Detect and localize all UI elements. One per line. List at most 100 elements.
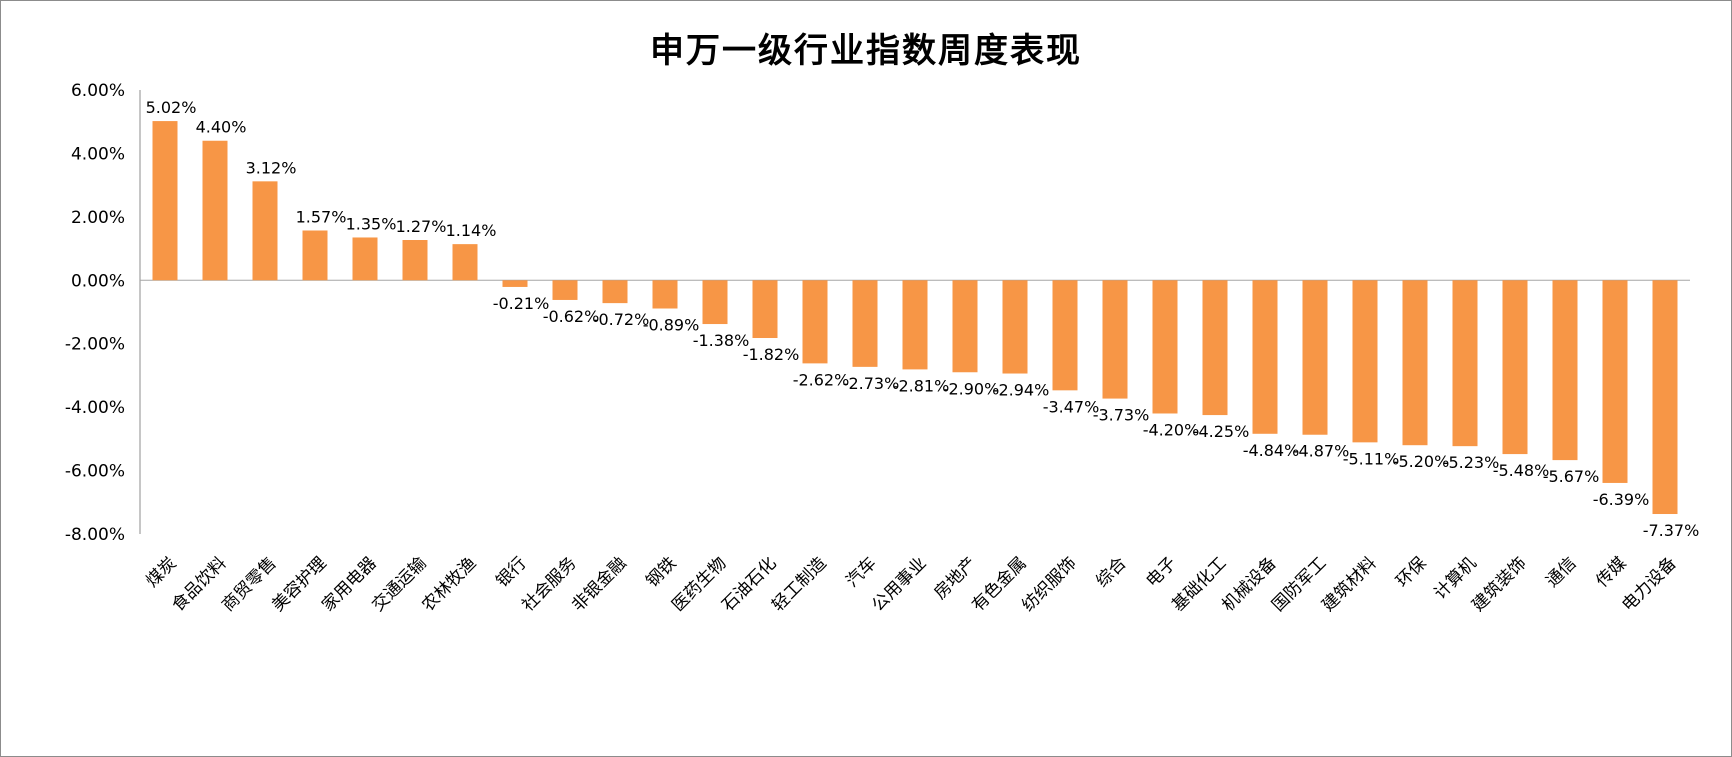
- data-label: -3.47%: [1043, 397, 1100, 416]
- bar: [1102, 280, 1128, 399]
- category-label: 医药生物: [668, 553, 730, 615]
- data-label: 3.12%: [246, 158, 297, 177]
- bar: [902, 280, 928, 370]
- axes: 6.00% 4.00% 2.00% 0.00% -2.00% -4.00% -6.00% -8…: [65, 81, 1690, 545]
- category-label: 综合: [1092, 553, 1130, 591]
- bar: [1152, 280, 1178, 414]
- category-label: 传媒: [1592, 553, 1630, 591]
- chart-title: 申万一级行业指数周度表现: [650, 31, 1082, 71]
- category-label: 通信: [1542, 553, 1580, 591]
- bar: [952, 280, 978, 373]
- bar: [752, 280, 778, 339]
- bar: [452, 244, 478, 281]
- bar: [1052, 280, 1078, 391]
- bar: [402, 240, 428, 281]
- data-label: -4.20%: [1143, 420, 1200, 439]
- bar: [352, 237, 378, 281]
- bar: [1602, 280, 1628, 483]
- category-label: 机械设备: [1218, 553, 1280, 615]
- data-label: -0.72%: [593, 310, 650, 329]
- category-label: 轻工制造: [768, 553, 830, 615]
- y-tick-label: -6.00%: [65, 462, 125, 482]
- category-label: 食品饮料: [168, 553, 230, 615]
- data-label: -6.39%: [1593, 490, 1650, 509]
- bar: [152, 121, 178, 281]
- data-label: -5.48%: [1493, 461, 1550, 480]
- data-label: -3.73%: [1093, 406, 1150, 425]
- bar: [202, 140, 228, 281]
- bar: [802, 280, 828, 364]
- bar: [1352, 280, 1378, 443]
- category-label: 家用电器: [318, 553, 380, 615]
- data-label: -4.87%: [1293, 442, 1350, 461]
- category-label: 纺织服饰: [1018, 553, 1080, 615]
- category-label: 汽车: [842, 553, 880, 591]
- data-label: -4.25%: [1193, 422, 1250, 441]
- data-label: -5.11%: [1343, 449, 1400, 468]
- category-label: 电力设备: [1618, 553, 1680, 615]
- category-label: 社会服务: [518, 553, 580, 615]
- category-label: 石油石化: [718, 553, 780, 615]
- category-label: 美容护理: [268, 553, 330, 615]
- data-label: 1.57%: [296, 207, 347, 226]
- category-label: 公用事业: [868, 553, 930, 615]
- bar: [1552, 280, 1578, 461]
- data-label: -0.89%: [643, 316, 700, 335]
- y-tick-label: 2.00%: [71, 208, 125, 228]
- category-label: 交通运输: [368, 553, 430, 615]
- data-label: 5.02%: [146, 98, 197, 117]
- bars: [152, 121, 1678, 515]
- category-label: 环保: [1392, 553, 1430, 591]
- bar: [852, 280, 878, 367]
- bar: [1652, 280, 1678, 515]
- bar: [1452, 280, 1478, 447]
- data-label: -2.94%: [993, 381, 1050, 400]
- category-label: 建筑材料: [1318, 553, 1380, 615]
- bar: [1502, 280, 1528, 455]
- data-label: -2.62%: [793, 370, 850, 389]
- data-label: -2.90%: [943, 379, 1000, 398]
- data-label: -5.23%: [1443, 453, 1500, 472]
- data-label: 1.27%: [396, 217, 447, 236]
- category-label: 银行: [492, 553, 530, 591]
- category-label: 基础化工: [1168, 553, 1230, 615]
- data-label: 1.35%: [346, 214, 397, 233]
- bar: [702, 280, 728, 325]
- bar: [552, 280, 578, 300]
- y-tick-label: 0.00%: [71, 271, 125, 291]
- y-tick-label: 6.00%: [71, 81, 125, 101]
- y-tick-label: 4.00%: [71, 144, 125, 164]
- bar: [1402, 280, 1428, 446]
- category-label: 国防军工: [1268, 553, 1330, 615]
- category-label: 商贸零售: [218, 553, 280, 615]
- category-label: 电子: [1142, 553, 1180, 591]
- data-label: -1.38%: [693, 331, 750, 350]
- category-label: 非银金融: [568, 553, 630, 615]
- data-label: -2.73%: [843, 374, 900, 393]
- data-label: -0.21%: [493, 294, 550, 313]
- bar: [1302, 280, 1328, 435]
- data-label: 4.40%: [196, 118, 247, 137]
- bar: [252, 181, 278, 281]
- y-tick-label: -4.00%: [65, 398, 125, 418]
- data-label: -2.81%: [893, 376, 950, 395]
- bar: [1252, 280, 1278, 434]
- data-label: -5.67%: [1543, 467, 1600, 486]
- bar: [602, 280, 628, 304]
- bar: [302, 230, 328, 281]
- y-tick-label: -8.00%: [65, 525, 125, 545]
- y-tick-label: -2.00%: [65, 335, 125, 355]
- data-label: -1.82%: [743, 345, 800, 364]
- bar: [502, 280, 528, 287]
- data-label: -7.37%: [1643, 521, 1700, 540]
- category-label: 煤炭: [142, 553, 180, 591]
- data-label: -4.84%: [1243, 441, 1300, 460]
- data-label: -0.62%: [543, 307, 600, 326]
- bar: [1002, 280, 1028, 374]
- bar: [652, 280, 678, 309]
- data-label: -5.20%: [1393, 452, 1450, 471]
- category-label: 农林牧渔: [418, 553, 480, 615]
